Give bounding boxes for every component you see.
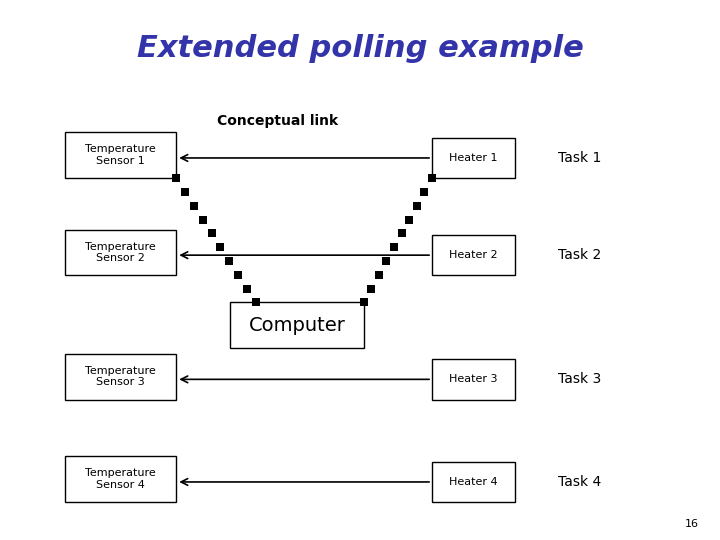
Text: Temperature
Sensor 4: Temperature Sensor 4 [85, 468, 156, 490]
Text: Conceptual link: Conceptual link [217, 114, 338, 129]
Text: Heater 4: Heater 4 [449, 477, 498, 487]
FancyBboxPatch shape [65, 354, 176, 400]
Text: Temperature
Sensor 1: Temperature Sensor 1 [85, 144, 156, 166]
FancyBboxPatch shape [432, 138, 515, 178]
FancyBboxPatch shape [65, 132, 176, 178]
Text: Task 2: Task 2 [558, 248, 601, 262]
Text: 16: 16 [685, 519, 698, 529]
FancyBboxPatch shape [432, 235, 515, 275]
Text: Temperature
Sensor 2: Temperature Sensor 2 [85, 241, 156, 263]
Text: Extended polling example: Extended polling example [137, 34, 583, 63]
Text: Computer: Computer [248, 316, 346, 335]
FancyBboxPatch shape [230, 302, 364, 348]
FancyBboxPatch shape [65, 230, 176, 275]
Text: Heater 1: Heater 1 [449, 153, 498, 163]
Text: Task 3: Task 3 [558, 373, 601, 386]
Text: Heater 2: Heater 2 [449, 250, 498, 260]
Text: Heater 3: Heater 3 [449, 374, 498, 384]
FancyBboxPatch shape [65, 456, 176, 502]
Text: Temperature
Sensor 3: Temperature Sensor 3 [85, 366, 156, 388]
FancyBboxPatch shape [432, 359, 515, 400]
Text: Task 1: Task 1 [558, 151, 601, 165]
Text: Task 4: Task 4 [558, 475, 601, 489]
FancyBboxPatch shape [432, 462, 515, 502]
